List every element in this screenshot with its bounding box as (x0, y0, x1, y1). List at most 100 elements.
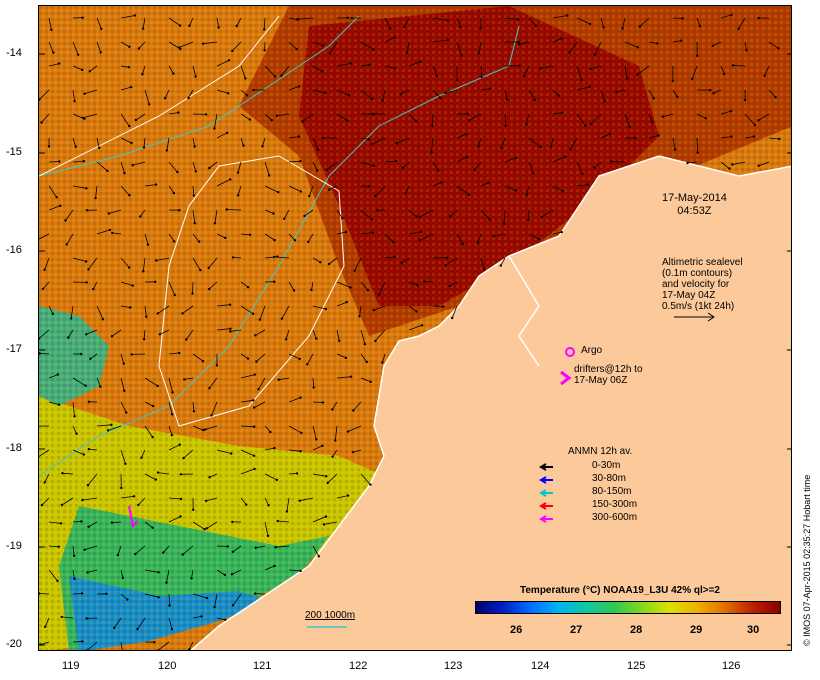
velocity-arrow (120, 495, 135, 499)
velocity-arrow-head (346, 16, 350, 19)
velocity-arrow (288, 569, 301, 572)
velocity-arrow-head (372, 309, 375, 312)
velocity-arrow-head (198, 240, 201, 243)
velocity-arrow-head (81, 68, 84, 72)
velocity-arrow-head (253, 425, 256, 428)
velocity-arrow-head (381, 361, 384, 364)
velocity-arrow-head (492, 234, 495, 238)
velocity-arrow-head (477, 144, 480, 148)
velocity-arrow (713, 89, 722, 94)
velocity-arrow (768, 89, 776, 98)
sst-map[interactable] (38, 5, 792, 651)
velocity-arrow-head (231, 550, 235, 553)
velocity-arrow-head (204, 499, 208, 503)
velocity-arrow (384, 17, 391, 29)
velocity-arrow (432, 17, 448, 21)
velocity-arrow (157, 641, 170, 650)
velocity-arrow-head (608, 132, 612, 136)
velocity-arrow (192, 521, 205, 530)
lat-label-20: -20 (6, 638, 22, 650)
velocity-arrow-head (446, 38, 449, 42)
velocity-arrow-head (245, 503, 248, 506)
velocity-arrow (159, 329, 170, 335)
velocity-arrow (360, 353, 368, 363)
velocity-arrow-head (589, 122, 592, 126)
velocity-arrow (72, 593, 83, 595)
velocity-arrow-head (522, 75, 526, 78)
velocity-arrow-head (446, 19, 449, 22)
velocity-arrow (400, 89, 410, 95)
velocity-arrow (262, 137, 266, 147)
velocity-arrow-head (499, 264, 502, 267)
velocity-arrow (144, 569, 159, 573)
velocity-arrow-head (242, 144, 245, 147)
velocity-arrow (120, 65, 129, 68)
velocity-arrow-head (517, 40, 520, 44)
velocity-arrow-head (170, 628, 174, 631)
velocity-arrow-head (299, 450, 302, 453)
velocity-arrow-head (393, 36, 396, 39)
velocity-arrow-head (110, 335, 114, 338)
velocity-arrow-head (321, 401, 324, 404)
velocity-arrow (312, 257, 321, 263)
velocity-arrow (312, 545, 320, 557)
velocity-arrow-head (108, 228, 112, 232)
velocity-arrow-head (347, 94, 351, 97)
velocity-arrow-head (226, 131, 229, 134)
velocity-arrow (168, 425, 173, 436)
velocity-arrow-head (744, 98, 747, 102)
velocity-arrow-head (588, 85, 591, 89)
velocity-arrow (384, 37, 395, 43)
velocity-arrow-head (131, 284, 134, 287)
velocity-arrow (168, 65, 174, 74)
velocity-arrow-head (393, 67, 397, 70)
velocity-arrow-head (430, 151, 433, 154)
velocity-arrow (264, 447, 275, 451)
velocity-arrow-head (757, 16, 760, 20)
velocity-arrow (192, 425, 204, 431)
velocity-arrow-head (534, 24, 538, 28)
velocity-arrow-head (284, 338, 288, 341)
velocity-arrow (696, 137, 699, 153)
velocity-arrow (192, 233, 200, 242)
velocity-arrow (359, 305, 362, 317)
velocity-arrow (120, 185, 130, 196)
velocity-arrow (336, 301, 347, 307)
velocity-arrow (192, 593, 208, 599)
velocity-arrow (277, 520, 290, 523)
velocity-arrow (576, 113, 586, 127)
velocity-arrow (264, 65, 276, 77)
drifters-label-1: drifters@12h to (574, 364, 643, 375)
velocity-arrow-head (403, 25, 406, 28)
velocity-arrow (594, 161, 602, 168)
velocity-arrow-head (151, 526, 154, 529)
velocity-arrow-head (394, 159, 398, 163)
velocity-arrow (72, 65, 83, 71)
velocity-arrow (360, 89, 373, 100)
velocity-arrow (347, 425, 362, 432)
velocity-arrow-head (128, 194, 131, 197)
velocity-arrow-head (372, 164, 375, 167)
velocity-arrow (329, 185, 338, 191)
velocity-arrow-head (58, 62, 61, 65)
velocity-arrow (336, 209, 343, 219)
velocity-arrow-head (317, 555, 320, 558)
velocity-arrow (312, 516, 327, 523)
velocity-arrow-head (162, 551, 165, 554)
velocity-arrow-head (615, 90, 618, 94)
velocity-arrow-head (86, 649, 89, 650)
velocity-arrow-head (280, 317, 284, 320)
velocity-arrow (72, 185, 87, 189)
velocity-arrow-head (146, 243, 150, 246)
velocity-arrow-head (580, 78, 583, 82)
velocity-arrow-head (110, 423, 113, 426)
velocity-arrow-head (638, 25, 641, 28)
velocity-arrow (120, 257, 130, 268)
velocity-arrow (504, 157, 516, 163)
velocity-arrow (720, 161, 730, 169)
velocity-arrow-head (202, 428, 205, 432)
velocity-arrow (456, 185, 470, 196)
velocity-arrow-head (235, 24, 238, 28)
legend-arrow-head (539, 515, 547, 523)
velocity-arrow-head (610, 160, 613, 163)
